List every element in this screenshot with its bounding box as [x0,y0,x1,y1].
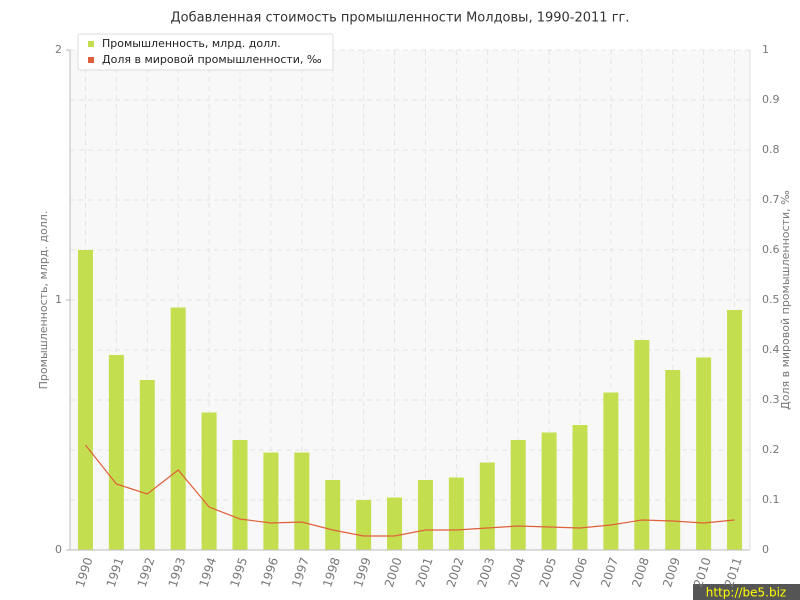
y2-tick-label: 0.3 [762,393,780,406]
bar [665,370,681,550]
x-tick-label: 2008 [629,556,652,589]
bar [634,340,650,550]
x-tick-label: 2006 [567,556,590,589]
line [84,444,735,537]
x-tick-label: 2009 [660,556,683,589]
y-tick-label: 1 [55,293,62,306]
watermark: http://be5.biz [706,586,786,600]
bar [696,357,712,550]
x-tick-label: 1996 [258,556,281,589]
y2-tick-label: 0.5 [762,293,780,306]
bar [510,440,526,550]
y-tick-label: 0 [55,543,62,556]
x-tick-label: 1995 [227,556,250,589]
bar [170,307,186,550]
y-tick-label: 2 [55,43,62,56]
bar [232,440,248,550]
watermark-box [693,584,800,600]
x-tick-label: 1990 [73,556,96,589]
x-tick-label: 2007 [598,556,621,589]
y2-axis-title: Доля в мировой промышленности, ‰ [779,190,792,410]
marks [77,250,743,550]
y2-tick-label: 0.7 [762,193,780,206]
x-tick-label: 1998 [320,556,343,589]
bar [108,355,124,550]
y2-tick-label: 0.1 [762,493,780,506]
bar [325,480,341,550]
y2-tick-label: 0.6 [762,243,780,256]
bar [263,452,279,550]
x-tick-label: 2000 [382,556,405,589]
chart-title: Добавленная стоимость промышленности Мол… [170,11,629,26]
legend-swatch [88,41,94,47]
bar [294,452,310,550]
y2-tick-label: 1 [762,43,769,56]
y2-tick-label: 0 [762,543,769,556]
legend-label: Промышленность, млрд. долл. [102,37,281,50]
bar [479,462,495,550]
x-tick-label: 2003 [475,556,498,589]
x-tick-label: 1992 [135,556,158,589]
y2-tick-label: 0.2 [762,443,780,456]
x-tick-label: 2004 [506,556,529,589]
bar [727,310,743,550]
y2-tick-label: 0.9 [762,93,780,106]
bar [77,250,93,550]
bar [139,380,155,550]
legend-box [77,33,334,71]
y2-tick-label: 0.4 [762,343,780,356]
y2-tick-label: 0.8 [762,143,780,156]
bar [201,412,217,550]
legend: Промышленность, млрд. долл. Доля в мирово… [77,33,334,71]
x-tick-label: 1994 [197,556,220,589]
bar [448,477,464,550]
bar [541,432,557,550]
x-tick-label: 2001 [413,556,436,589]
bar [603,392,619,550]
bar [387,497,403,550]
bar [356,500,372,550]
x-tick-label: 2002 [444,556,467,589]
legend-swatch [88,57,94,63]
x-tick-label: 1991 [104,556,127,589]
bar [572,425,588,550]
x-tick-label: 2005 [537,556,560,589]
bar [417,480,433,550]
legend-label: Доля в мировой промышленности, ‰ [102,53,322,66]
x-tick-label: 1993 [166,556,189,589]
x-tick-label: 1997 [289,556,312,589]
x-tick-label: 1999 [351,556,374,589]
y-axis-title: Промышленность, млрд. долл. [37,211,50,390]
